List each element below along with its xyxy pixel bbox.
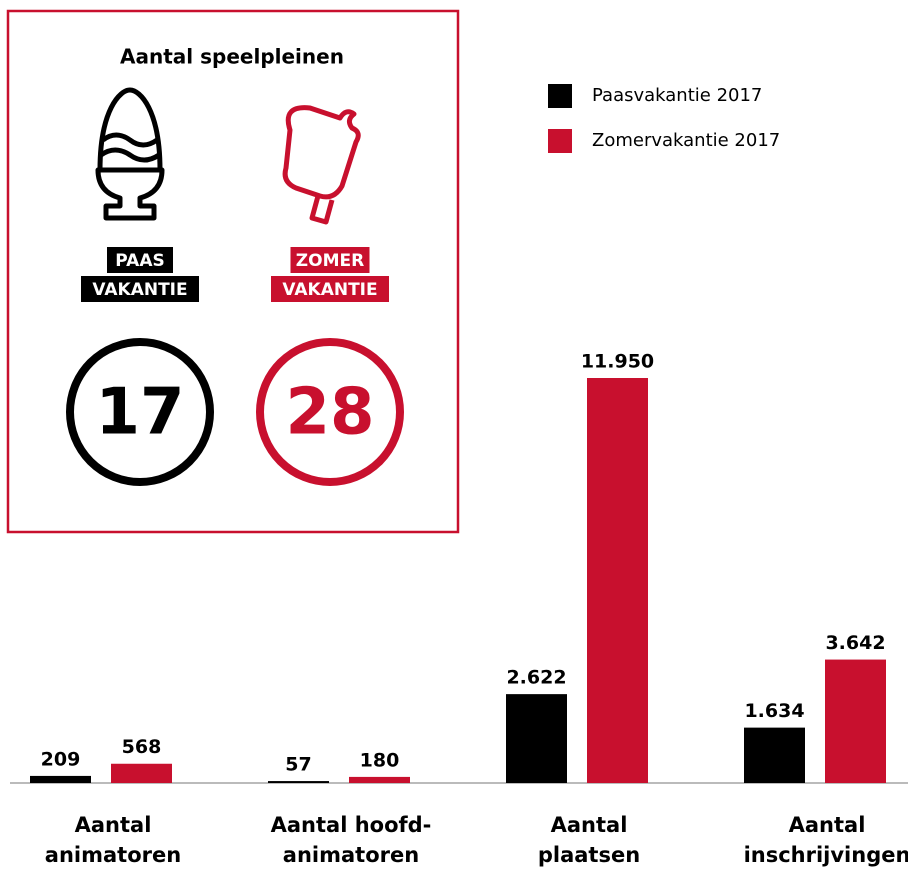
inset-value: 28: [285, 376, 374, 450]
inset-label: VAKANTIE: [92, 280, 187, 300]
bar: [349, 776, 410, 783]
popsicle-icon: [282, 105, 361, 225]
legend-label: Paasvakantie 2017: [592, 85, 762, 106]
bar: [744, 727, 805, 783]
bar: [825, 659, 886, 783]
value-label: 11.950: [581, 351, 654, 373]
legend-label: Zomervakantie 2017: [592, 130, 780, 151]
value-label: 3.642: [825, 632, 885, 654]
inset-label: VAKANTIE: [282, 280, 377, 300]
x-tick-label: Aantal animatoren: [45, 813, 181, 867]
bar: [587, 378, 648, 783]
inset-title: Aantal speelpleinen: [120, 45, 344, 69]
value-label: 1.634: [744, 700, 804, 722]
value-label: 568: [122, 736, 162, 758]
bar: [268, 781, 329, 783]
bar: [506, 694, 567, 783]
inset-frame: [6, 9, 460, 534]
x-tick-label: Aantal inschrijvingen: [744, 813, 908, 867]
egg-icon: [95, 87, 165, 221]
label-box: [81, 276, 199, 302]
inset-label: PAAS: [115, 251, 164, 271]
label-box: [271, 276, 389, 302]
value-label: 209: [41, 748, 81, 770]
inset-value: 17: [95, 376, 184, 450]
legend-swatch: [548, 84, 572, 108]
bar: [30, 775, 91, 783]
value-label: 2.622: [506, 667, 566, 689]
x-tick-label: Aantal hoofd-animatoren: [271, 813, 432, 867]
label-box: [290, 247, 370, 273]
label-box: [107, 247, 173, 273]
bar: [111, 763, 172, 783]
value-label: 180: [360, 749, 400, 771]
x-tick-label: Aantal plaatsen: [538, 813, 640, 867]
legend-swatch: [548, 129, 572, 153]
value-circle: [66, 338, 214, 486]
value-label: 57: [285, 754, 311, 776]
inset-label: ZOMER: [296, 251, 364, 271]
value-circle: [256, 338, 404, 486]
